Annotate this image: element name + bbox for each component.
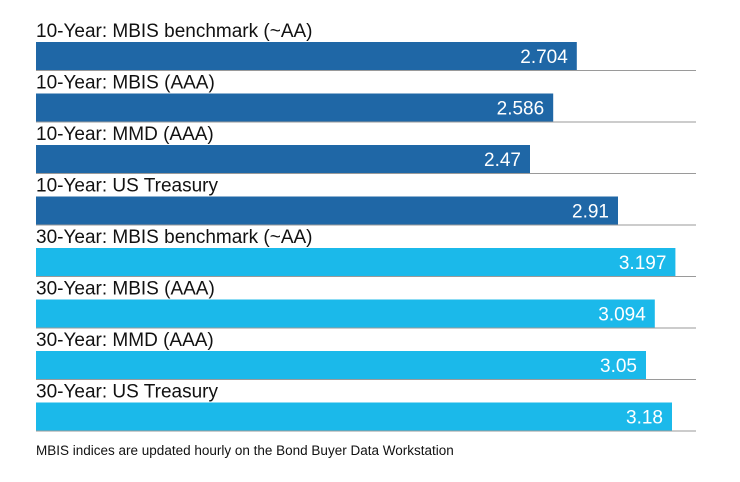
category-label: 30-Year: MBIS benchmark (~AA) [36, 227, 313, 248]
category-label: 30-Year: MBIS (AAA) [36, 279, 215, 300]
value-label: 3.197 [619, 253, 667, 274]
category-label: 10-Year: MMD (AAA) [36, 124, 214, 145]
value-label: 2.704 [520, 47, 568, 68]
category-label: 10-Year: MBIS (AAA) [36, 73, 215, 94]
value-label: 3.094 [598, 305, 646, 326]
bar [36, 42, 577, 70]
bar [36, 93, 554, 122]
value-label: 3.05 [600, 356, 637, 377]
category-label: 10-Year: US Treasury [36, 176, 218, 197]
category-label: 30-Year: US Treasury [36, 382, 218, 403]
chart-footnote: MBIS indices are updated hourly on the B… [36, 443, 454, 458]
bar [36, 196, 618, 225]
category-label: 10-Year: MBIS benchmark (~AA) [36, 21, 313, 42]
bar [36, 402, 672, 431]
bar [36, 299, 655, 328]
bar [36, 145, 530, 173]
value-label: 3.18 [626, 408, 663, 429]
category-label: 30-Year: MMD (AAA) [36, 330, 214, 351]
bar [36, 248, 676, 276]
value-label: 2.91 [572, 202, 609, 223]
value-label: 2.586 [497, 99, 545, 120]
value-label: 2.47 [484, 150, 521, 171]
bar [36, 351, 646, 379]
